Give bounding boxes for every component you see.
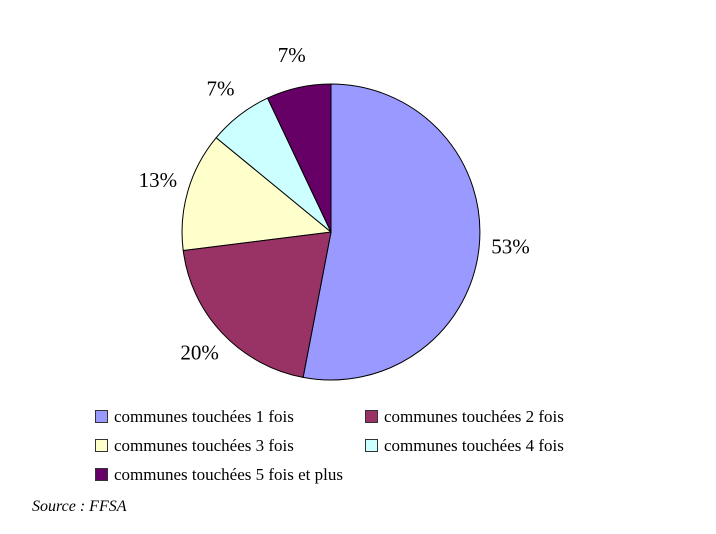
legend-item-2: communes touchées 2 fois — [365, 407, 635, 427]
legend-row: communes touchées 3 fois communes touché… — [95, 431, 655, 460]
pie-slice-3 — [181, 137, 332, 251]
legend-label-2: communes touchées 2 fois — [384, 406, 564, 426]
pie-percent-label-3: 13% — [139, 168, 178, 192]
pie-percent-label-2: 20% — [180, 340, 219, 364]
pie-percent-label-5: 7% — [278, 43, 306, 67]
legend-item-1: communes touchées 1 fois — [95, 407, 365, 427]
pie-percent-label-1: 53% — [491, 235, 530, 259]
legend-swatch-5 — [95, 468, 108, 481]
legend: communes touchées 1 fois communes touché… — [95, 402, 655, 489]
legend-label-3: communes touchées 3 fois — [114, 435, 294, 455]
legend-row: communes touchées 5 fois et plus — [95, 460, 655, 489]
legend-item-3: communes touchées 3 fois — [95, 436, 365, 456]
legend-label-5: communes touchées 5 fois et plus — [114, 464, 343, 484]
legend-item-4: communes touchées 4 fois — [365, 436, 635, 456]
legend-swatch-2 — [365, 410, 378, 423]
legend-row: communes touchées 1 fois communes touché… — [95, 402, 655, 431]
legend-item-5: communes touchées 5 fois et plus — [95, 465, 365, 485]
legend-label-4: communes touchées 4 fois — [384, 435, 564, 455]
pie-slice-5 — [267, 83, 332, 233]
legend-label-1: communes touchées 1 fois — [114, 406, 294, 426]
legend-swatch-3 — [95, 439, 108, 452]
legend-swatch-4 — [365, 439, 378, 452]
pie-slice-2 — [182, 231, 332, 378]
source-note: Source : FFSA — [32, 498, 127, 515]
pie-percent-label-4: 7% — [207, 76, 235, 100]
pie-slice-1 — [302, 83, 481, 381]
legend-swatch-1 — [95, 410, 108, 423]
